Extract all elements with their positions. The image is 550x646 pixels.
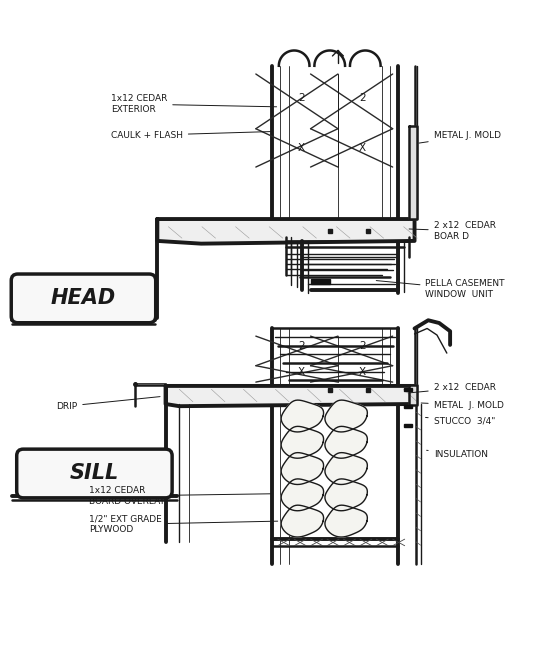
- Text: X: X: [298, 367, 305, 377]
- Text: CAULK + FLASH: CAULK + FLASH: [111, 130, 271, 140]
- Text: STUCCO  3/4": STUCCO 3/4": [426, 417, 495, 426]
- Text: INSULATION: INSULATION: [427, 450, 488, 459]
- FancyBboxPatch shape: [11, 274, 156, 323]
- Polygon shape: [404, 388, 412, 391]
- Text: 2: 2: [359, 341, 366, 351]
- Polygon shape: [281, 426, 323, 458]
- Text: 1x12 CEDAR
EXTERIOR: 1x12 CEDAR EXTERIOR: [111, 94, 277, 114]
- Polygon shape: [325, 453, 367, 484]
- FancyBboxPatch shape: [16, 449, 172, 498]
- Text: 2: 2: [298, 341, 305, 351]
- Text: 2: 2: [359, 92, 366, 103]
- Text: HEAD: HEAD: [51, 288, 116, 308]
- Polygon shape: [404, 404, 412, 408]
- Text: METAL  J. MOLD: METAL J. MOLD: [421, 401, 504, 410]
- Text: DRIP: DRIP: [56, 397, 160, 411]
- Text: PELLA CASEMENT
WINDOW  UNIT: PELLA CASEMENT WINDOW UNIT: [376, 279, 505, 298]
- Text: 2: 2: [298, 92, 305, 103]
- Text: X: X: [359, 367, 366, 377]
- Text: 1x12 CEDAR
BOARD OVERLAY: 1x12 CEDAR BOARD OVERLAY: [89, 486, 272, 506]
- Text: SILL: SILL: [70, 463, 119, 483]
- Text: X: X: [359, 143, 366, 153]
- Polygon shape: [157, 219, 415, 244]
- Polygon shape: [325, 479, 367, 511]
- Polygon shape: [281, 400, 323, 432]
- Polygon shape: [325, 505, 367, 537]
- Polygon shape: [325, 426, 367, 458]
- Polygon shape: [281, 505, 323, 537]
- Polygon shape: [281, 453, 323, 484]
- Polygon shape: [311, 279, 329, 284]
- Polygon shape: [325, 400, 367, 432]
- Polygon shape: [281, 479, 323, 511]
- Polygon shape: [404, 424, 412, 427]
- Text: METAL J. MOLD: METAL J. MOLD: [419, 131, 500, 143]
- Text: 2 x12  CEDAR: 2 x12 CEDAR: [410, 383, 496, 393]
- Polygon shape: [409, 126, 417, 219]
- Text: 2 x12  CEDAR
BOAR D: 2 x12 CEDAR BOAR D: [409, 222, 496, 241]
- Text: X: X: [298, 143, 305, 153]
- Polygon shape: [166, 386, 415, 406]
- Polygon shape: [409, 385, 417, 405]
- Text: 1/2" EXT GRADE
PLYWOOD: 1/2" EXT GRADE PLYWOOD: [89, 515, 278, 534]
